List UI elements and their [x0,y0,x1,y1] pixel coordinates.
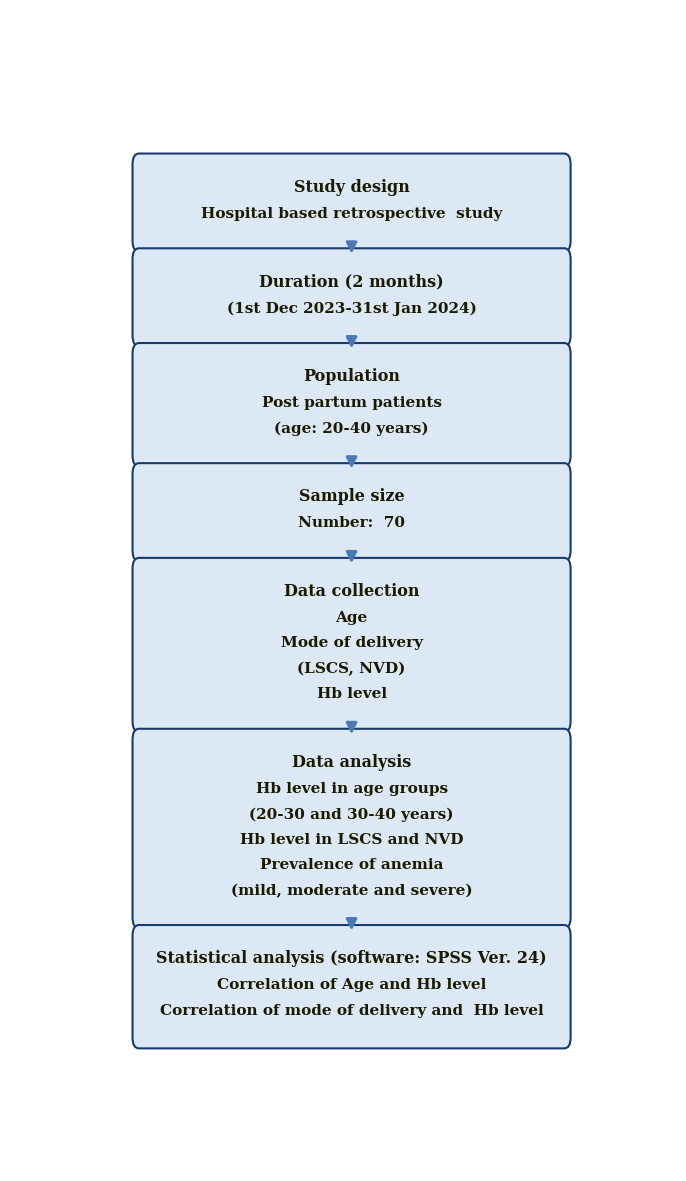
Text: Hb level in LSCS and NVD: Hb level in LSCS and NVD [240,833,463,847]
Text: (age: 20-40 years): (age: 20-40 years) [274,422,429,436]
FancyBboxPatch shape [132,154,571,252]
Text: Data collection: Data collection [284,583,419,600]
Text: Statistical analysis (software: SPSS Ver. 24): Statistical analysis (software: SPSS Ver… [156,951,547,967]
Text: Sample size: Sample size [299,489,404,505]
Text: Hb level: Hb level [316,687,387,702]
Text: Population: Population [303,368,400,385]
Text: Mode of delivery: Mode of delivery [281,637,423,651]
Text: Data analysis: Data analysis [292,753,411,771]
Text: Correlation of Age and Hb level: Correlation of Age and Hb level [217,978,486,992]
Text: Correlation of mode of delivery and  Hb level: Correlation of mode of delivery and Hb l… [160,1004,543,1018]
FancyBboxPatch shape [132,925,571,1049]
FancyBboxPatch shape [132,463,571,561]
Text: Hb level in age groups: Hb level in age groups [255,782,448,796]
FancyBboxPatch shape [132,729,571,928]
Text: Study design: Study design [294,178,410,196]
Text: (mild, moderate and severe): (mild, moderate and severe) [230,883,473,898]
Text: Hospital based retrospective  study: Hospital based retrospective study [201,207,502,221]
Text: Duration (2 months): Duration (2 months) [259,274,444,291]
Text: (20-30 and 30-40 years): (20-30 and 30-40 years) [249,808,454,822]
FancyBboxPatch shape [132,557,571,732]
Text: Prevalence of anemia: Prevalence of anemia [260,859,443,872]
FancyBboxPatch shape [132,342,571,466]
Text: (LSCS, NVD): (LSCS, NVD) [298,661,405,676]
FancyBboxPatch shape [132,248,571,346]
Text: Number:  70: Number: 70 [298,516,405,530]
Text: Post partum patients: Post partum patients [261,397,442,410]
Text: (1st Dec 2023-31st Jan 2024): (1st Dec 2023-31st Jan 2024) [226,301,477,315]
Text: Age: Age [335,611,368,625]
